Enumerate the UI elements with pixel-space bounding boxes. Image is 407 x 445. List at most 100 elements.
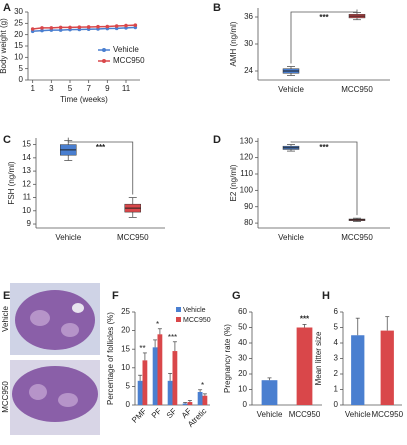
point bbox=[105, 24, 110, 29]
x-tick-label: MCC950 bbox=[341, 85, 373, 94]
y-tick-label: 20 bbox=[121, 326, 130, 335]
bar bbox=[296, 327, 313, 405]
x-tick-label: Vehicle bbox=[278, 85, 304, 94]
y-tick-label: 24 bbox=[244, 66, 253, 75]
y-tick-label: 3 bbox=[334, 354, 339, 363]
panel-letter: A bbox=[3, 2, 11, 14]
y-tick-label: 30 bbox=[14, 7, 23, 16]
annotation: * bbox=[156, 320, 159, 329]
point bbox=[58, 25, 63, 30]
y-tick-label: 20 bbox=[14, 30, 23, 39]
annotation: * bbox=[201, 381, 204, 390]
x-tick-label: 9 bbox=[105, 84, 110, 93]
point bbox=[86, 25, 91, 29]
legend-label: Vehicle bbox=[183, 307, 206, 314]
significance-bracket bbox=[290, 141, 358, 216]
tissue bbox=[12, 366, 98, 422]
y-tick-label: 2 bbox=[334, 369, 339, 378]
panel-letter: E bbox=[3, 290, 10, 302]
point bbox=[133, 23, 138, 27]
y-tick-label: 36 bbox=[244, 12, 253, 21]
panel-letter: B bbox=[213, 2, 221, 14]
y-axis-title: Pregnancy rate (%) bbox=[223, 324, 232, 393]
y-tick-label: 9 bbox=[27, 219, 32, 228]
bar bbox=[187, 402, 193, 405]
y-tick-label: 10 bbox=[22, 206, 31, 215]
histology-images bbox=[10, 283, 100, 435]
legend-marker bbox=[102, 48, 106, 52]
y-tick-label: 1 bbox=[334, 385, 339, 394]
y-tick-label: 5 bbox=[19, 64, 24, 73]
x-tick-label: 11 bbox=[122, 84, 131, 93]
bar bbox=[152, 347, 158, 405]
x-tick-label: PMF bbox=[130, 406, 148, 424]
bar bbox=[172, 351, 178, 405]
significance-bracket bbox=[290, 9, 358, 64]
point bbox=[68, 25, 72, 30]
x-tick-label: SF bbox=[165, 406, 179, 420]
x-tick-label: MCC950 bbox=[117, 233, 149, 242]
panel-letter: F bbox=[112, 290, 119, 302]
annotation: *** bbox=[300, 315, 310, 324]
y-tick-label: 15 bbox=[22, 140, 31, 149]
x-tick-label: 3 bbox=[49, 84, 54, 93]
y-axis-title: Mean litter size bbox=[314, 331, 323, 385]
tissue bbox=[72, 303, 84, 313]
annotation: ** bbox=[139, 344, 145, 353]
y-tick-label: 5 bbox=[334, 323, 339, 332]
y-axis-title: E2 (ng/ml) bbox=[229, 164, 238, 201]
legend-label: MCC950 bbox=[113, 56, 145, 65]
point bbox=[96, 24, 100, 29]
y-tick-label: 10 bbox=[121, 363, 130, 372]
x-tick-label: 5 bbox=[68, 84, 73, 93]
y-axis-title: AMH (ng/ml) bbox=[229, 21, 238, 66]
point bbox=[40, 26, 44, 30]
y-tick-label: 50 bbox=[238, 323, 247, 332]
x-axis-title: Time (weeks) bbox=[60, 95, 108, 104]
y-tick-label: 25 bbox=[121, 307, 130, 316]
y-tick-label: 4 bbox=[334, 338, 339, 347]
point bbox=[124, 23, 128, 28]
y-tick-label: 120 bbox=[240, 153, 254, 162]
y-tick-label: 12 bbox=[22, 179, 31, 188]
y-tick-label: 15 bbox=[14, 41, 23, 50]
annotation: *** bbox=[96, 143, 106, 152]
y-tick-label: 0 bbox=[19, 75, 24, 84]
y-tick-label: 0 bbox=[243, 400, 248, 409]
bar bbox=[202, 395, 208, 405]
y-tick-label: 60 bbox=[238, 307, 247, 316]
y-tick-label: 13 bbox=[22, 166, 31, 175]
tissue bbox=[58, 393, 78, 407]
panel-letter: H bbox=[322, 290, 330, 302]
bar bbox=[142, 360, 148, 405]
x-tick-label: PF bbox=[150, 406, 164, 420]
legend-swatch bbox=[176, 317, 181, 322]
y-tick-label: 110 bbox=[240, 169, 253, 178]
bar bbox=[137, 380, 143, 405]
y-axis-title: Body weight (g) bbox=[0, 18, 8, 74]
bar bbox=[261, 380, 278, 405]
y-tick-label: 90 bbox=[244, 202, 253, 211]
bar bbox=[351, 335, 365, 405]
x-tick-label: MCC950 bbox=[341, 233, 373, 242]
bar bbox=[157, 334, 163, 405]
y-tick-label: 10 bbox=[14, 52, 23, 61]
bar bbox=[197, 391, 203, 405]
y-tick-label: 25 bbox=[14, 18, 23, 27]
y-tick-label: 6 bbox=[334, 307, 339, 316]
bar bbox=[167, 380, 173, 405]
y-tick-label: 30 bbox=[244, 39, 253, 48]
tissue bbox=[30, 310, 50, 326]
y-axis-title: Percentage of follicles (%) bbox=[106, 312, 115, 405]
bar bbox=[380, 330, 394, 405]
y-tick-label: 11 bbox=[23, 193, 32, 202]
legend-swatch bbox=[176, 307, 181, 312]
row-label: Vehicle bbox=[1, 306, 10, 332]
point bbox=[40, 28, 44, 33]
point bbox=[49, 26, 54, 30]
y-tick-label: 10 bbox=[238, 385, 247, 394]
tissue bbox=[15, 290, 95, 350]
y-tick-label: 14 bbox=[22, 153, 31, 162]
point bbox=[77, 25, 82, 29]
